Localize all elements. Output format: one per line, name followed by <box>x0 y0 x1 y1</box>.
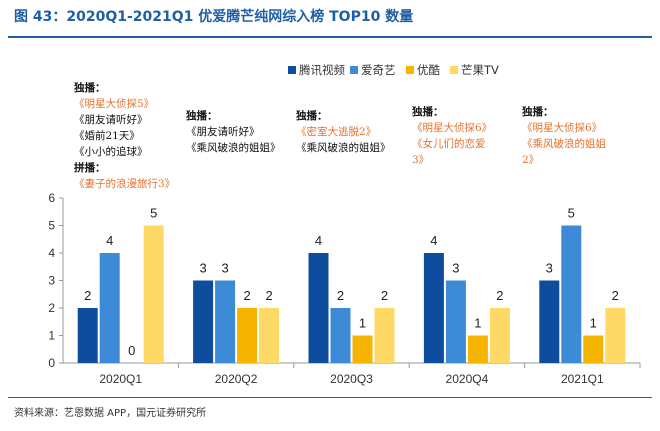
data-label: 2 <box>612 288 619 303</box>
bar-2020Q2-3 <box>259 308 280 363</box>
data-label: 2 <box>337 288 344 303</box>
annotation-2020Q4: 独播： 《明星大侦探6》 《女儿们的恋爱 3》 <box>412 104 492 168</box>
y-tick-label: 3 <box>48 274 55 288</box>
x-tick-label: 2020Q1 <box>99 372 142 386</box>
data-label: 3 <box>546 261 553 276</box>
bar-2021Q1-3 <box>605 308 626 363</box>
title-rule <box>8 36 652 38</box>
bar-2020Q1-3 <box>143 225 164 363</box>
legend-label: 腾讯视频 <box>299 63 345 77</box>
annotation-show-title: 《女儿们的恋爱 <box>412 138 486 150</box>
data-label: 2 <box>265 288 272 303</box>
y-tick-label: 0 <box>48 356 55 370</box>
annotation-show-title: 《乘风破浪的姐姐》 <box>186 142 281 154</box>
annotation-2020Q3: 独播： 《密室大逃脱2》《乘风破浪的姐姐》 <box>296 108 391 156</box>
x-tick-label: 2020Q3 <box>330 372 373 386</box>
data-label: 2 <box>381 288 388 303</box>
annotation-show-title: 《密室大逃脱2》 <box>296 126 377 138</box>
bar-2020Q1-1 <box>99 253 120 363</box>
annotation-show-title: 2》 <box>522 154 540 166</box>
bar-2020Q2-2 <box>237 308 258 363</box>
bar-2020Q3-2 <box>352 335 373 363</box>
x-tick-label: 2020Q2 <box>215 372 258 386</box>
source-rule <box>8 397 652 398</box>
bar-2020Q4-1 <box>445 280 466 363</box>
annotation-label: 独播： <box>522 106 554 118</box>
figure-title: 图 43：2020Q1-2021Q1 优爱腾芒纯网综入榜 TOP10 数量 <box>14 9 414 25</box>
bar-2020Q2-0 <box>193 280 214 363</box>
data-label: 1 <box>359 316 366 331</box>
data-label: 3 <box>199 261 206 276</box>
bar-2020Q3-1 <box>330 308 351 363</box>
annotation-label: 独播： <box>412 106 444 118</box>
annotation-label: 独播： <box>74 82 106 94</box>
annotation-2020Q2: 独播： 《朋友请听好》《乘风破浪的姐姐》 <box>186 108 281 156</box>
annotation-show-title: 《妻子的浪漫旅行3》 <box>74 178 176 190</box>
y-tick-label: 5 <box>48 219 55 233</box>
annotation-show-title: 《朋友请听好》 <box>186 126 260 138</box>
data-label: 4 <box>430 233 437 248</box>
data-label: 4 <box>315 233 322 248</box>
x-tick-label: 2020Q4 <box>446 372 489 386</box>
data-label: 3 <box>452 261 459 276</box>
bar-2021Q1-1 <box>561 225 582 363</box>
annotation-show-title: 《朋友请听好》 <box>74 114 148 126</box>
data-label: 4 <box>106 233 113 248</box>
y-tick-label: 1 <box>48 329 55 343</box>
legend-label: 爱奇艺 <box>361 63 396 77</box>
bar-2020Q3-3 <box>374 308 395 363</box>
data-label: 5 <box>568 206 575 221</box>
data-label: 1 <box>590 316 597 331</box>
legend-swatch-2 <box>406 66 414 74</box>
legend-label: 芒果TV <box>461 63 499 77</box>
data-label: 2 <box>84 288 91 303</box>
annotation-show-title: 《明星大侦探6》 <box>522 122 603 134</box>
bar-2020Q4-2 <box>467 335 488 363</box>
annotation-2021Q1: 独播： 《明星大侦探6》 《乘风破浪的姐姐 2》 <box>522 104 606 168</box>
legend-swatch-1 <box>350 66 358 74</box>
bar-2021Q1-0 <box>539 280 560 363</box>
y-tick-label: 2 <box>48 301 55 315</box>
annotation-show-title: 《明星大侦探6》 <box>412 122 493 134</box>
bar-2020Q3-0 <box>308 253 329 363</box>
data-label: 2 <box>243 288 250 303</box>
annotation-show-title: 《明星大侦探5》 <box>74 98 155 110</box>
data-label: 1 <box>474 316 481 331</box>
annotation-label: 拼播： <box>74 162 106 174</box>
data-label: 3 <box>221 261 228 276</box>
annotation-label: 独播： <box>186 110 218 122</box>
annotation-show-title: 《婚前21天》 <box>74 130 140 142</box>
y-tick-label: 4 <box>48 246 55 260</box>
bar-2020Q1-0 <box>77 308 98 363</box>
data-label: 5 <box>150 206 157 221</box>
annotation-show-title: 《乘风破浪的姐姐 <box>522 138 606 150</box>
bar-2020Q4-0 <box>423 253 444 363</box>
bar-2020Q2-1 <box>215 280 236 363</box>
source-note: 资料来源：艺恩数据 APP，国元证券研究所 <box>14 408 207 419</box>
x-tick-label: 2021Q1 <box>561 372 604 386</box>
bar-2020Q4-3 <box>489 308 510 363</box>
y-tick-label: 6 <box>48 191 55 205</box>
annotation-2020Q1: 独播： 《明星大侦探5》 《朋友请听好》 《婚前21天》 《小小的追球》 拼播： 《妻子的浪… <box>74 80 175 192</box>
bar-2021Q1-2 <box>583 335 604 363</box>
annotation-label: 独播： <box>296 110 328 122</box>
legend-swatch-0 <box>288 66 296 74</box>
annotation-show-title: 《小小的追球》 <box>74 146 148 158</box>
legend-label: 优酷 <box>417 63 440 77</box>
annotation-show-title: 3》 <box>412 154 430 166</box>
data-label: 0 <box>128 343 135 358</box>
data-label: 2 <box>496 288 503 303</box>
legend-swatch-3 <box>450 66 458 74</box>
annotation-show-title: 《乘风破浪的姐姐》 <box>296 142 391 154</box>
